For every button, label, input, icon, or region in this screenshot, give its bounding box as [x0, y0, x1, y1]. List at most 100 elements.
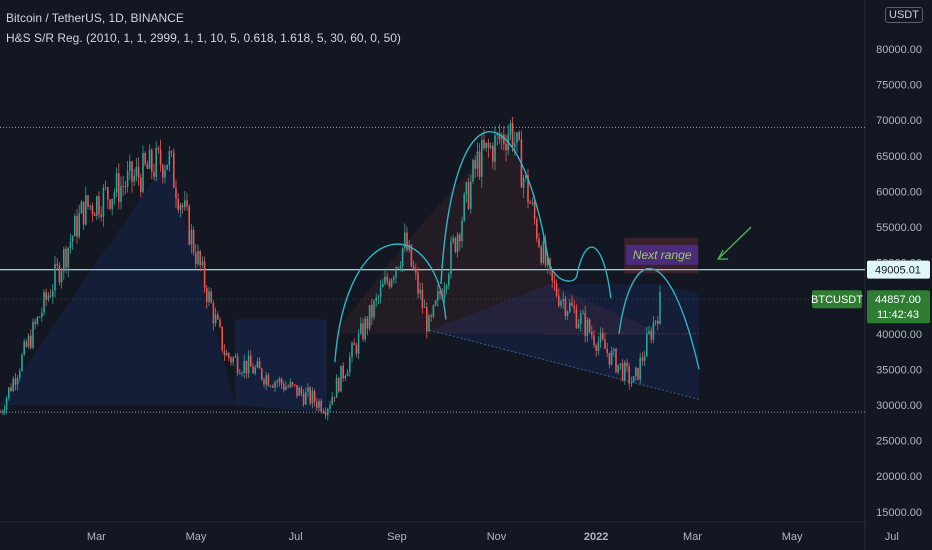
candle — [250, 349, 252, 367]
candle-body — [516, 132, 518, 143]
candle-body — [285, 386, 287, 390]
candle — [472, 158, 474, 184]
candle-body — [505, 144, 507, 151]
candle — [45, 288, 47, 307]
candle — [278, 376, 281, 387]
candle-body — [571, 302, 573, 306]
candle-body — [547, 258, 549, 266]
candle-body — [498, 133, 501, 140]
candle — [87, 194, 89, 210]
candle-body — [360, 323, 362, 334]
candle-body — [630, 382, 633, 384]
candle-body — [234, 356, 237, 358]
candle — [272, 383, 274, 389]
candle — [153, 163, 155, 181]
candle-body — [318, 400, 320, 408]
candle-body — [577, 324, 580, 328]
candle — [188, 204, 190, 246]
candle — [478, 143, 481, 180]
candle — [186, 192, 188, 211]
candle — [390, 277, 393, 289]
candle-body — [373, 300, 375, 318]
candle-body — [439, 291, 441, 295]
candle — [232, 356, 234, 367]
candle — [173, 148, 175, 188]
candle — [54, 255, 56, 298]
candle — [606, 342, 608, 358]
candle — [93, 211, 96, 216]
candle — [397, 266, 399, 270]
candle — [21, 352, 23, 373]
candle-body — [214, 314, 217, 324]
candle-body — [434, 300, 437, 306]
candle — [36, 315, 39, 326]
candle — [366, 316, 369, 336]
candle-body — [27, 335, 30, 347]
candle-body — [615, 349, 617, 373]
candle — [485, 142, 487, 153]
level-price-text: 49005.01 — [875, 265, 921, 277]
candle-body — [252, 366, 254, 374]
candle-body — [225, 353, 228, 356]
candle — [113, 188, 116, 205]
candle — [637, 367, 639, 381]
candle-body — [32, 321, 34, 348]
candle-body — [456, 234, 459, 252]
candle — [538, 232, 540, 249]
candle — [111, 198, 113, 216]
y-tick-label: 75000.00 — [876, 80, 922, 92]
candle-body — [148, 150, 151, 169]
indicator-title[interactable]: H&S S/R Reg. (2010, 1, 1, 2999, 1, 1, 10… — [6, 31, 401, 45]
currency-button[interactable]: USDT — [885, 7, 923, 23]
last-price-text: 44857.00 — [875, 294, 921, 306]
candle — [610, 346, 613, 366]
candle — [243, 354, 245, 379]
candle-body — [487, 142, 490, 148]
candle — [432, 304, 435, 319]
candle-body — [580, 313, 582, 325]
candle-body — [514, 142, 516, 148]
candle — [476, 142, 479, 177]
candle-body — [302, 393, 305, 405]
candle — [516, 131, 518, 153]
candle — [162, 163, 164, 184]
next-range-label-bg — [626, 244, 699, 265]
candle — [252, 362, 254, 374]
candle-body — [452, 237, 454, 242]
candle-body — [459, 234, 461, 242]
candle-body — [82, 201, 85, 225]
candle-body — [230, 357, 232, 363]
candle — [96, 195, 98, 221]
candle-body — [14, 378, 17, 385]
x-tick-label: Mar — [683, 531, 702, 543]
candle-body — [45, 292, 47, 300]
candle-body — [12, 378, 14, 391]
candle-body — [415, 269, 417, 273]
candle — [430, 313, 432, 322]
candle-body — [404, 232, 406, 249]
candle-body — [492, 145, 494, 162]
candle — [10, 383, 12, 392]
candle-body — [476, 151, 479, 169]
candle — [280, 377, 283, 389]
candle-body — [129, 161, 131, 171]
shoulder-shade-left — [0, 157, 236, 405]
candle — [104, 180, 107, 191]
candle — [34, 318, 36, 330]
candle-body — [344, 376, 347, 379]
candle — [591, 325, 593, 340]
candle-body — [137, 166, 140, 178]
candle-body — [639, 357, 641, 380]
shoulder-curve-mid — [575, 246, 612, 299]
candle-body — [619, 363, 622, 365]
candle — [333, 396, 336, 403]
symbol-title[interactable]: Bitcoin / TetherUS, 1D, BINANCE — [6, 11, 184, 25]
candle-body — [243, 360, 245, 374]
candle — [63, 246, 65, 280]
candle-body — [366, 318, 369, 329]
candle — [120, 176, 122, 210]
candle-body — [124, 186, 127, 188]
candle — [133, 168, 135, 187]
candle — [586, 316, 589, 342]
